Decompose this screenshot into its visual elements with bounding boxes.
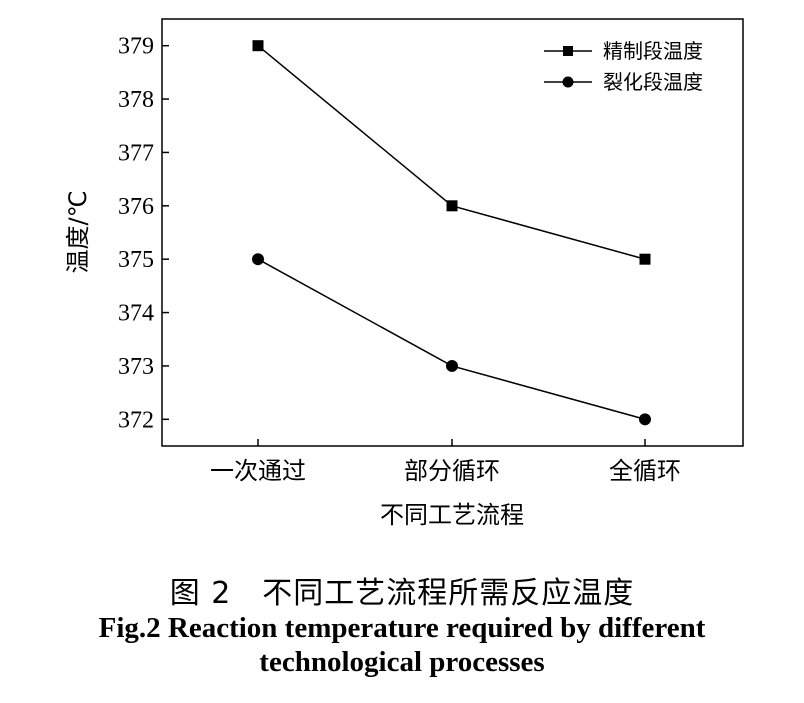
series-layer [252,40,651,426]
x-axis: 一次通过 部分循环 全循环 [210,439,681,485]
legend-item: 精制段温度 [544,39,703,63]
x-tick-label: 部分循环 [404,457,500,485]
y-axis: 372 373 374 375 376 377 378 379 [118,34,169,433]
data-point-circle [252,253,264,266]
y-tick-label: 376 [118,194,154,220]
figure-caption-english-line-1: Fig.2 Reaction temperature required by d… [98,612,706,644]
series-line [257,45,646,260]
legend-item: 裂化段温度 [544,70,703,94]
data-point-square [446,200,458,212]
data-point-circle [639,413,651,426]
x-tick-label: 全循环 [609,457,681,485]
data-point-square [639,253,651,265]
x-tick-label: 一次通过 [210,457,306,485]
figure-caption-chinese: 图 2 不同工艺流程所需反应温度 [169,576,635,611]
y-tick-label: 372 [118,407,154,433]
data-point-square [252,40,264,52]
series-1 [252,40,651,265]
y-tick-label: 375 [118,247,154,273]
series-2 [252,253,651,426]
y-axis-title: 温度/℃ [64,190,92,273]
y-tick-label: 373 [118,354,154,380]
legend-label: 裂化段温度 [603,70,703,94]
y-tick-label: 374 [118,301,154,327]
y-tick-label: 377 [118,140,154,166]
y-tick-label: 378 [118,87,154,113]
x-axis-title: 不同工艺流程 [380,501,524,529]
legend-label: 精制段温度 [603,39,703,63]
series-line [257,258,646,421]
legend-marker-square [563,46,573,56]
line-chart: 372 373 374 375 376 377 378 379 一次通过 部分循环 全循环 精制段… [64,18,744,529]
y-tick-label: 379 [118,34,154,60]
data-point-circle [446,359,458,372]
legend-marker-circle [562,76,574,88]
figure-caption-english-line-2: technological processes [259,646,545,678]
